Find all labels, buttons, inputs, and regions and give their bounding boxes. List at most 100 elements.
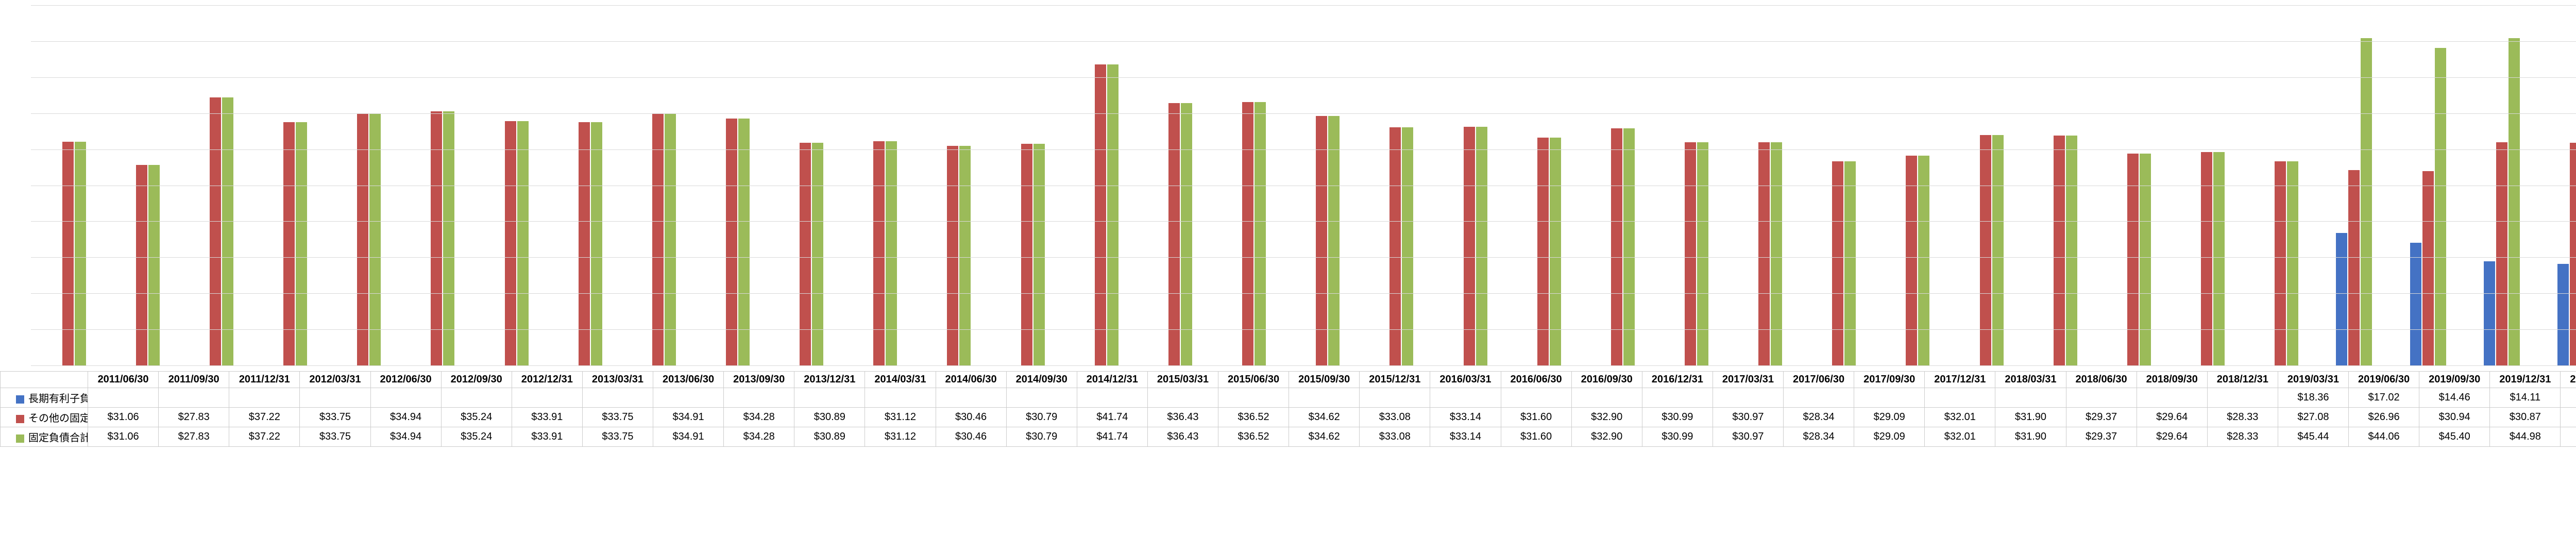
data-cell: $26.96 — [2349, 408, 2419, 427]
column-header: 2011/06/30 — [88, 372, 159, 388]
data-cell: $31.12 — [865, 427, 936, 447]
column-header: 2012/06/30 — [370, 372, 441, 388]
data-cell: $31.90 — [1995, 427, 2066, 447]
gridline — [31, 149, 2576, 150]
table-row: 長期有利子負債$18.36$17.02$14.46$14.11$12.12$11… — [1, 388, 2576, 408]
data-cell: $12.12 — [2561, 388, 2576, 408]
data-cell — [159, 388, 229, 408]
data-cell: $14.11 — [2490, 388, 2561, 408]
data-cell — [582, 388, 653, 408]
bar-s3 — [1844, 161, 1856, 365]
bar-s2 — [1021, 144, 1032, 365]
gridline — [31, 257, 2576, 258]
data-cell — [88, 388, 159, 408]
data-cell: $34.94 — [370, 427, 441, 447]
data-cell: $28.33 — [2207, 408, 2278, 427]
data-cell: $32.90 — [1571, 427, 1642, 447]
bar-s3 — [75, 142, 86, 365]
bar-s2 — [1537, 138, 1549, 365]
column-header: 2013/06/30 — [653, 372, 724, 388]
data-cell: $45.44 — [2278, 427, 2348, 447]
data-cell — [1360, 388, 1430, 408]
bar-s2 — [652, 114, 664, 365]
data-cell: $33.14 — [1430, 408, 1501, 427]
data-cell: $28.33 — [2207, 427, 2278, 447]
data-cell — [1006, 388, 1077, 408]
data-cell: $27.83 — [159, 427, 229, 447]
data-cell: $30.79 — [1006, 427, 1077, 447]
data-cell: $34.28 — [724, 408, 794, 427]
column-header: 2017/06/30 — [1784, 372, 1854, 388]
data-cell: $44.06 — [2349, 427, 2419, 447]
legend-swatch — [16, 434, 24, 443]
column-header: 2019/09/30 — [2419, 372, 2490, 388]
column-header: 2016/06/30 — [1501, 372, 1571, 388]
data-cell — [1147, 388, 1218, 408]
data-cell: $33.75 — [582, 427, 653, 447]
data-cell: $27.83 — [159, 408, 229, 427]
data-cell — [1713, 388, 1783, 408]
data-cell: $30.97 — [1713, 427, 1783, 447]
data-cell: $33.75 — [582, 408, 653, 427]
column-header: 2019/03/31 — [2278, 372, 2348, 388]
data-cell: $30.80 — [2561, 408, 2576, 427]
data-cell — [1925, 388, 1995, 408]
column-header: 2019/06/30 — [2349, 372, 2419, 388]
gridline — [31, 113, 2576, 114]
bar-s3 — [2287, 161, 2298, 365]
bar-s3 — [148, 165, 160, 365]
column-header: 2015/09/30 — [1289, 372, 1360, 388]
series-label-left: その他の固定負債 — [1, 408, 88, 427]
data-cell: $35.24 — [441, 427, 512, 447]
data-cell: $36.43 — [1147, 408, 1218, 427]
bar-s2 — [1758, 142, 1770, 365]
data-cell — [1289, 388, 1360, 408]
data-cell — [1642, 388, 1713, 408]
data-cell: $41.74 — [1077, 427, 1147, 447]
bar-s2 — [1095, 64, 1106, 365]
bar-s2 — [800, 143, 811, 365]
data-cell: $14.46 — [2419, 388, 2490, 408]
bar-s2 — [1906, 156, 1917, 365]
data-cell — [865, 388, 936, 408]
bar-s3 — [2361, 38, 2372, 365]
column-header: 2018/03/31 — [1995, 372, 2066, 388]
chart-container: (単位: 百万USD) $0$5$10$15$20$25$30$35$40$45… — [0, 0, 2576, 447]
data-cell: $29.64 — [2137, 408, 2207, 427]
data-cell: $33.14 — [1430, 427, 1501, 447]
bar-s2 — [1168, 103, 1180, 365]
bar-s1 — [2484, 261, 2495, 365]
bar-s2 — [1980, 135, 1991, 365]
bar-s3 — [222, 97, 233, 365]
bar-s2 — [2348, 170, 2360, 365]
data-cell: $30.79 — [1006, 408, 1077, 427]
series-label-left: 固定負債合計 — [1, 427, 88, 447]
data-cell — [370, 388, 441, 408]
column-header: 2017/03/31 — [1713, 372, 1783, 388]
series-label-left: 長期有利子負債 — [1, 388, 88, 408]
data-cell: $18.36 — [2278, 388, 2348, 408]
bar-s2 — [873, 141, 885, 365]
bar-s3 — [2435, 48, 2446, 365]
data-cell: $30.99 — [1642, 408, 1713, 427]
bar-s3 — [812, 143, 823, 365]
column-header: 2017/09/30 — [1854, 372, 1925, 388]
column-header: 2014/06/30 — [936, 372, 1006, 388]
data-cell — [1571, 388, 1642, 408]
column-header: 2016/03/31 — [1430, 372, 1501, 388]
bar-s2 — [947, 146, 958, 365]
data-cell: $31.06 — [88, 427, 159, 447]
column-header: 2017/12/31 — [1925, 372, 1995, 388]
data-cell: $30.46 — [936, 427, 1006, 447]
gridline — [31, 77, 2576, 78]
gridline — [31, 221, 2576, 222]
data-cell: $34.28 — [724, 427, 794, 447]
column-header: 2015/06/30 — [1218, 372, 1289, 388]
column-header: 2013/12/31 — [794, 372, 865, 388]
data-cell: $31.12 — [865, 408, 936, 427]
bar-s3 — [1328, 116, 1340, 365]
data-cell: $45.40 — [2419, 427, 2490, 447]
data-cell — [1430, 388, 1501, 408]
column-header: 2013/03/31 — [582, 372, 653, 388]
bar-s3 — [1697, 142, 1708, 365]
